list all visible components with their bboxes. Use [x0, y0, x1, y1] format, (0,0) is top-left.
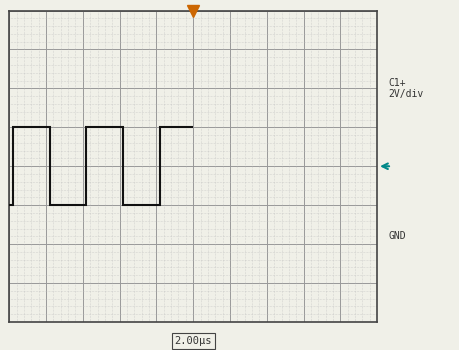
Text: C1+
2V/div: C1+ 2V/div [387, 78, 423, 99]
Text: 2.00μs: 2.00μs [174, 336, 212, 346]
Text: GND: GND [387, 231, 405, 242]
